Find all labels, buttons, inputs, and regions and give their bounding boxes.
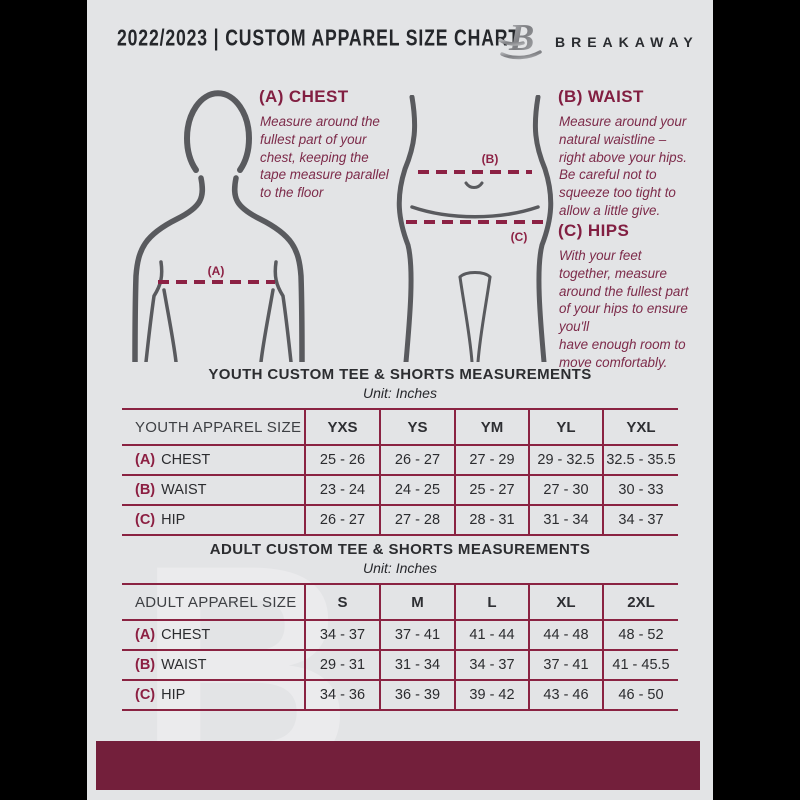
row-label: (C) HIP [122, 506, 304, 536]
figure-left-inner-leg [458, 275, 474, 362]
figure-head-outline [184, 90, 252, 173]
table-corner-header: YOUTH APPAREL SIZE [122, 410, 304, 446]
figure-left-shoulder-arm [132, 175, 206, 362]
measurement-value-cell: 48 - 52 [602, 621, 678, 651]
adult-size-table: ADULT APPAREL SIZE S M L XL 2XL (A) CHEST 34 - 3… [122, 583, 678, 711]
row-label-prefix: (A) [135, 452, 156, 468]
measurement-value-cell: 23 - 24 [304, 476, 379, 506]
hips-heading: (C) HIPS [558, 221, 630, 240]
row-label: (B) WAIST [122, 476, 304, 506]
row-label-text: CHEST [161, 627, 211, 643]
figure-right-armpit [273, 260, 293, 362]
row-label-prefix: (B) [135, 482, 156, 498]
size-column-header: YS [379, 410, 454, 446]
figure-right-inner-leg [476, 275, 492, 362]
brand-name: BREAKAWAY [555, 34, 699, 50]
row-label-text: HIP [161, 687, 186, 703]
measurement-value-cell: 34 - 37 [602, 506, 678, 536]
measurement-value-cell: 27 - 28 [379, 506, 454, 536]
table-corner-header: ADULT APPAREL SIZE [122, 585, 304, 621]
measurement-value-cell: 39 - 42 [454, 681, 528, 711]
size-column-header: 2XL [602, 585, 678, 621]
size-column-header: XL [528, 585, 602, 621]
page-title: 2022/2023 | CUSTOM APPAREL SIZE CHART [117, 25, 597, 52]
row-label-text: CHEST [161, 452, 211, 468]
figure-right-torso-side [259, 288, 275, 362]
measurement-value-cell: 32.5 - 35.5 [602, 446, 678, 476]
adult-table-title: ADULT CUSTOM TEE & SHORTS MEASUREMENTS [209, 541, 591, 558]
figure-hip-crease [410, 205, 540, 219]
measurement-value-cell: 29 - 31 [304, 651, 379, 681]
row-label-text: HIP [161, 512, 186, 528]
measurement-value-cell: 24 - 25 [379, 476, 454, 506]
measurement-value-cell: 34 - 36 [304, 681, 379, 711]
row-label-prefix: (A) [135, 627, 156, 643]
measurement-value-cell: 26 - 27 [379, 446, 454, 476]
measurement-value-cell: 27 - 29 [454, 446, 528, 476]
svg-text:B: B [508, 17, 534, 59]
measurement-value-cell: 31 - 34 [528, 506, 602, 536]
row-label-text: WAIST [161, 657, 207, 673]
row-label: (C) HIP [122, 681, 304, 711]
measurement-value-cell: 34 - 37 [454, 651, 528, 681]
row-label-prefix: (C) [135, 687, 156, 703]
size-column-header: YL [528, 410, 602, 446]
upper-body-figure: (A) [132, 90, 305, 362]
measurement-value-cell: 36 - 39 [379, 681, 454, 711]
row-label-prefix: (C) [135, 512, 156, 528]
size-column-header: YM [454, 410, 528, 446]
measurement-value-cell: 37 - 41 [528, 651, 602, 681]
adult-table-unit: Unit: Inches [363, 560, 437, 576]
row-label: (A) CHEST [122, 446, 304, 476]
youth-table-unit: Unit: Inches [363, 385, 437, 401]
youth-table-title: YOUTH CUSTOM TEE & SHORTS MEASUREMENTS [208, 366, 592, 383]
size-column-header: M [379, 585, 454, 621]
size-column-header: YXL [602, 410, 678, 446]
measurement-value-cell: 27 - 30 [528, 476, 602, 506]
measurement-value-cell: 43 - 46 [528, 681, 602, 711]
figure-left-armpit [144, 260, 164, 362]
measurement-value-cell: 25 - 26 [304, 446, 379, 476]
breakaway-b-logo-icon: B [498, 17, 542, 60]
size-column-header: YXS [304, 410, 379, 446]
waist-line-label: (B) [482, 152, 499, 166]
figure-navel [464, 181, 484, 189]
measurement-value-cell: 34 - 37 [304, 621, 379, 651]
figure-left-hip-side [396, 95, 418, 362]
row-label-text: WAIST [161, 482, 207, 498]
measurement-value-cell: 44 - 48 [528, 621, 602, 651]
row-label: (B) WAIST [122, 651, 304, 681]
hips-instructions: With your feet together, measure around … [559, 248, 689, 370]
waist-heading: (B) WAIST [558, 87, 644, 106]
figure-crotch [458, 271, 492, 279]
measurement-value-cell: 31 - 34 [379, 651, 454, 681]
size-column-header: L [454, 585, 528, 621]
size-column-header: S [304, 585, 379, 621]
row-label-prefix: (B) [135, 657, 156, 673]
figure-right-hip-side [532, 95, 554, 362]
chest-instructions: Measure around the fullest part of your … [260, 114, 389, 201]
chest-heading: (A) CHEST [259, 87, 349, 106]
measurement-value-cell: 37 - 41 [379, 621, 454, 651]
measurement-value-cell: 41 - 44 [454, 621, 528, 651]
footer-bar [96, 741, 700, 790]
waist-instructions: Measure around your natural waistline – … [559, 114, 688, 219]
measurement-value-cell: 46 - 50 [602, 681, 678, 711]
hips-line-label: (C) [511, 230, 528, 244]
measurement-value-cell: 30 - 33 [602, 476, 678, 506]
lower-body-figure: (B) (C) [396, 95, 554, 362]
measurement-value-cell: 29 - 32.5 [528, 446, 602, 476]
measurement-value-cell: 28 - 31 [454, 506, 528, 536]
chest-line-label: (A) [208, 264, 225, 278]
document-page: B 2022/2023 | CUSTOM APPAREL SIZE CHART … [87, 0, 713, 800]
figure-right-shoulder-arm [231, 175, 305, 362]
youth-size-table: YOUTH APPAREL SIZE YXS YS YM YL YXL (A) CHEST 25… [122, 408, 678, 536]
row-label: (A) CHEST [122, 621, 304, 651]
measurement-value-cell: 41 - 45.5 [602, 651, 678, 681]
page-title-text: 2022/2023 | CUSTOM APPAREL SIZE CHART [117, 25, 520, 52]
measurement-value-cell: 26 - 27 [304, 506, 379, 536]
measurement-value-cell: 25 - 27 [454, 476, 528, 506]
figure-left-torso-side [162, 288, 178, 362]
